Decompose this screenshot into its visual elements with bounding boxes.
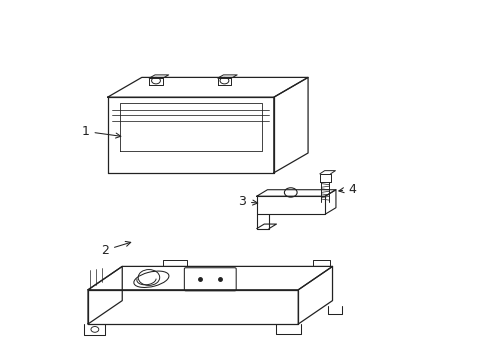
Text: 3: 3 xyxy=(238,195,257,208)
Text: 1: 1 xyxy=(81,125,121,138)
Ellipse shape xyxy=(134,271,168,288)
FancyBboxPatch shape xyxy=(184,268,236,291)
Text: 4: 4 xyxy=(338,183,355,195)
Text: 2: 2 xyxy=(101,242,130,257)
